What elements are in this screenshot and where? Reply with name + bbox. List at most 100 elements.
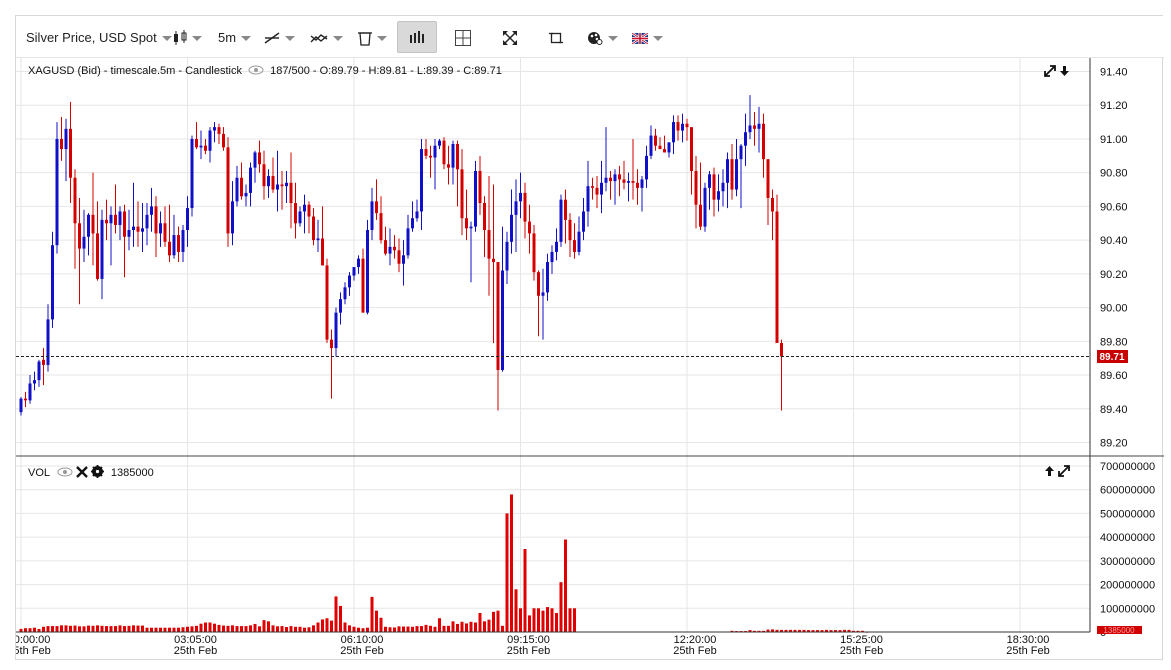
date-tick-label: 25th Feb (174, 645, 217, 657)
candle-body (136, 226, 140, 232)
volume-bar (451, 621, 455, 632)
candle-body (222, 133, 225, 148)
arrow-up-icon[interactable] (1044, 465, 1055, 477)
volume-bar (510, 494, 513, 632)
volume-bar (537, 608, 540, 632)
maximize-icon[interactable] (1044, 65, 1056, 77)
volume-bar (163, 627, 167, 632)
volume-bar (64, 625, 68, 632)
volume-bar (730, 630, 734, 632)
candle-body (627, 181, 630, 183)
candle-body (226, 147, 230, 234)
maximize-icon[interactable] (1058, 465, 1070, 477)
chart-canvas[interactable]: 91.40 91.20 91.00 90.80 90.60 90.40 90.20 90.00… (16, 16, 1164, 661)
candle-body (672, 122, 675, 143)
volume-bar (447, 625, 450, 632)
volume-bar (276, 626, 279, 632)
price-tick-label: 89.20 (1100, 438, 1128, 450)
candle-body (253, 152, 257, 168)
volume-bar (838, 630, 842, 632)
price-tick-label: 89.80 (1100, 336, 1128, 348)
volume-bar (303, 627, 306, 632)
eye-icon[interactable] (57, 467, 73, 477)
chart-type-select[interactable] (173, 26, 202, 50)
volume-bar (528, 615, 531, 632)
volume-bar (829, 630, 833, 632)
volume-bar (361, 628, 365, 632)
volume-bar (748, 630, 752, 632)
volume-bar (460, 621, 464, 632)
candle-body (325, 265, 329, 340)
candle-body (442, 140, 446, 165)
volume-bar (532, 608, 536, 632)
volume-bar (802, 629, 806, 632)
candle-body (55, 138, 59, 246)
candle-body (478, 170, 482, 204)
candle-body (649, 135, 653, 156)
candle-body (618, 174, 621, 180)
volume-bar (442, 625, 446, 632)
candle-body (514, 201, 518, 215)
candle-body (271, 176, 275, 190)
candle-body (699, 204, 702, 227)
volume-toggle-button[interactable] (397, 21, 437, 53)
volume-bar (204, 622, 207, 632)
volume-bar (568, 608, 572, 632)
candle-body (744, 132, 747, 146)
price-tick-label: 91.40 (1100, 66, 1128, 78)
candle-body (397, 250, 401, 264)
candle-body (195, 138, 198, 148)
price-tick-label: 90.80 (1100, 168, 1128, 180)
volume-bar (28, 628, 32, 632)
language-select[interactable] (632, 26, 663, 50)
candle-body (474, 170, 477, 227)
theme-select[interactable] (587, 26, 618, 50)
fullscreen-icon (503, 31, 517, 45)
screenshot-button[interactable] (549, 26, 563, 50)
volume-bar (73, 625, 77, 632)
candle-body (19, 398, 23, 413)
line-tool-icon (264, 32, 280, 44)
arrow-down-icon[interactable] (1059, 65, 1070, 77)
candle-body (613, 174, 617, 182)
volume-bar (19, 628, 23, 632)
line-tool-select[interactable] (264, 26, 295, 50)
candle-body (330, 339, 333, 349)
chevron-down-icon (333, 35, 343, 41)
volume-bar (46, 626, 50, 632)
candle-body (303, 204, 306, 212)
interval-select[interactable]: 5m (218, 26, 252, 50)
candle-body (172, 235, 176, 256)
candle-body (640, 179, 644, 188)
crosshair-button[interactable] (455, 26, 471, 50)
close-icon[interactable] (75, 466, 88, 478)
gear-icon[interactable] (90, 465, 104, 478)
eye-icon[interactable] (248, 65, 264, 75)
volume-bar (181, 627, 185, 632)
current-price-label: 89.71 (1099, 352, 1124, 363)
candle-body (46, 319, 50, 365)
current-volume-label: 1385000 (1103, 626, 1135, 635)
instrument-select[interactable]: Silver Price, USD Spot (26, 26, 172, 50)
candle-body (582, 211, 585, 232)
candle-body (69, 128, 72, 178)
fullscreen-button[interactable] (503, 26, 517, 50)
current-price-tag (1097, 350, 1128, 363)
candle-body (240, 177, 243, 197)
candle-body (321, 238, 324, 266)
candle-body (528, 221, 531, 234)
candle-body (73, 177, 77, 224)
volume-bar (51, 626, 54, 632)
candle-body (334, 312, 338, 349)
volume-bar (330, 620, 333, 632)
volume-bar (415, 626, 419, 632)
chevron-down-icon (161, 35, 172, 41)
indicator-select[interactable] (310, 26, 343, 50)
price-tick-label: 89.40 (1100, 404, 1128, 416)
volume-bar (258, 626, 261, 632)
delete-select[interactable] (358, 26, 387, 50)
volume-bar (429, 625, 432, 632)
candle-body (721, 182, 725, 192)
candle-body (127, 230, 131, 237)
candle-body (82, 236, 86, 249)
